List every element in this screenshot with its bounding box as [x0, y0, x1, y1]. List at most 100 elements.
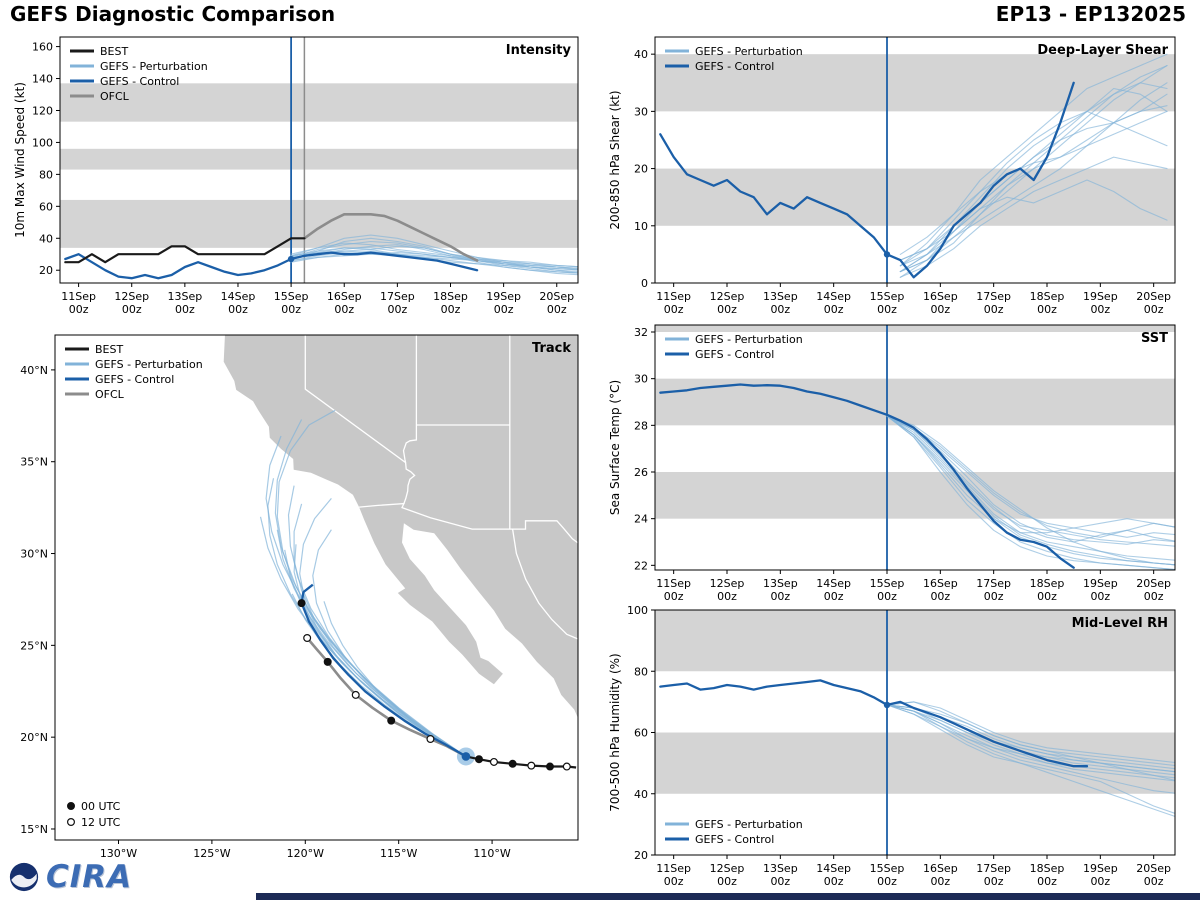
svg-text:20Sep: 20Sep	[1136, 862, 1171, 875]
svg-text:00z: 00z	[984, 303, 1004, 316]
header: GEFS Diagnostic Comparison EP13 - EP1320…	[0, 0, 1200, 28]
svg-text:Mid-Level RH: Mid-Level RH	[1072, 616, 1168, 631]
svg-text:00z: 00z	[1144, 875, 1164, 888]
shear-series	[659, 53, 1168, 279]
perturbation-track	[259, 516, 467, 757]
svg-text:00z: 00z	[824, 590, 844, 603]
svg-text:GEFS - Control: GEFS - Control	[695, 833, 774, 846]
legend: GEFS - Perturbation GEFS - Control	[665, 45, 803, 73]
svg-text:16Sep: 16Sep	[327, 290, 362, 303]
svg-text:00z: 00z	[1144, 590, 1164, 603]
svg-text:80: 80	[634, 665, 648, 678]
svg-text:13Sep: 13Sep	[167, 290, 202, 303]
svg-text:200-850 hPa Shear (kt): 200-850 hPa Shear (kt)	[608, 90, 622, 229]
svg-text:00z: 00z	[122, 303, 142, 316]
svg-text:18Sep: 18Sep	[1030, 290, 1065, 303]
svg-text:00z: 00z	[664, 875, 684, 888]
svg-text:00z: 00z	[334, 303, 354, 316]
svg-text:20: 20	[634, 849, 648, 862]
svg-text:40: 40	[39, 232, 53, 245]
svg-text:GEFS - Perturbation: GEFS - Perturbation	[695, 45, 803, 58]
svg-text:GEFS - Perturbation: GEFS - Perturbation	[695, 333, 803, 346]
svg-text:00z: 00z	[494, 303, 514, 316]
track-map: 130°W 125°W 120°W 115°W 110°W 15°N 20°N 25°N 30°…	[20, 334, 579, 860]
svg-text:00z: 00z	[877, 590, 897, 603]
svg-text:00z: 00z	[824, 303, 844, 316]
00utc-dot	[323, 657, 332, 666]
svg-text:BEST: BEST	[100, 45, 128, 58]
svg-text:00z: 00z	[547, 303, 567, 316]
svg-text:00z: 00z	[1090, 590, 1110, 603]
svg-text:00z: 00z	[228, 303, 248, 316]
intensity-bands	[60, 37, 578, 283]
perturbation-track	[284, 549, 467, 757]
svg-text:13Sep: 13Sep	[763, 862, 798, 875]
svg-text:SST: SST	[1141, 331, 1168, 346]
12utc-dot	[351, 690, 360, 699]
svg-text:00z: 00z	[930, 590, 950, 603]
svg-text:40: 40	[634, 788, 648, 801]
mid-level-rh-chart: 11Sep00z12Sep00z13Sep00z14Sep00z15Sep00z…	[608, 604, 1176, 888]
svg-text:60: 60	[634, 727, 648, 740]
svg-text:00z: 00z	[1037, 875, 1057, 888]
svg-text:12Sep: 12Sep	[710, 290, 745, 303]
svg-text:35°N: 35°N	[20, 456, 48, 469]
svg-text:00z: 00z	[984, 590, 1004, 603]
ofcl-track	[306, 637, 467, 758]
svg-text:115°W: 115°W	[380, 847, 417, 860]
svg-text:00z: 00z	[717, 303, 737, 316]
perturbation-track	[267, 478, 467, 757]
00utc-dot	[508, 759, 517, 768]
svg-text:16Sep: 16Sep	[923, 577, 958, 590]
svg-text:18Sep: 18Sep	[1030, 862, 1065, 875]
svg-text:100: 100	[32, 136, 53, 149]
svg-text:20Sep: 20Sep	[539, 290, 574, 303]
svg-text:120°W: 120°W	[287, 847, 324, 860]
rh-axes: 11Sep00z12Sep00z13Sep00z14Sep00z15Sep00z…	[608, 604, 1171, 888]
svg-text:15°N: 15°N	[20, 823, 48, 836]
svg-text:30: 30	[634, 373, 648, 386]
12utc-dot	[303, 634, 312, 643]
svg-text:BEST: BEST	[95, 343, 123, 356]
svg-text:14Sep: 14Sep	[816, 577, 851, 590]
state-border	[402, 335, 418, 463]
svg-text:GEFS - Perturbation: GEFS - Perturbation	[100, 60, 208, 73]
state-border	[511, 528, 578, 640]
shear-axes: 11Sep00z12Sep00z13Sep00z14Sep00z15Sep00z…	[608, 48, 1171, 316]
svg-text:18Sep: 18Sep	[1030, 577, 1065, 590]
sst-chart: 11Sep00z12Sep00z13Sep00z14Sep00z15Sep00z…	[608, 324, 1176, 603]
svg-text:12Sep: 12Sep	[114, 290, 149, 303]
00utc-dot	[475, 755, 484, 764]
svg-text:160: 160	[32, 41, 53, 54]
cira-logo: CIRA	[8, 858, 132, 896]
svg-text:Intensity: Intensity	[506, 43, 572, 58]
rh-bands	[655, 610, 1175, 855]
svg-text:00z: 00z	[175, 303, 195, 316]
svg-text:00z: 00z	[281, 303, 301, 316]
svg-text:00z: 00z	[930, 303, 950, 316]
svg-text:15Sep: 15Sep	[274, 290, 309, 303]
svg-text:00z: 00z	[717, 590, 737, 603]
state-border	[359, 502, 578, 544]
svg-text:30°N: 30°N	[20, 548, 48, 561]
12utc-dot	[562, 762, 571, 771]
svg-text:18Sep: 18Sep	[433, 290, 468, 303]
svg-text:OFCL: OFCL	[100, 90, 130, 103]
svg-text:12Sep: 12Sep	[710, 577, 745, 590]
intensity-axes: 11Sep00z12Sep00z13Sep00z14Sep00z15Sep00z…	[13, 41, 574, 316]
svg-text:00z: 00z	[877, 303, 897, 316]
cira-wordmark: CIRA	[46, 859, 133, 895]
perturbation-track	[276, 529, 467, 757]
svg-text:00z: 00z	[1090, 303, 1110, 316]
svg-text:0: 0	[641, 277, 648, 290]
svg-text:00 UTC: 00 UTC	[81, 800, 121, 813]
svg-text:00z: 00z	[770, 303, 790, 316]
svg-text:00z: 00z	[770, 875, 790, 888]
marker-legend: 00 UTC 12 UTC	[66, 800, 121, 829]
svg-text:00z: 00z	[877, 875, 897, 888]
svg-text:00z: 00z	[984, 875, 1004, 888]
00utc-dot	[387, 716, 396, 725]
svg-text:22: 22	[634, 559, 648, 572]
svg-text:GEFS - Control: GEFS - Control	[695, 348, 774, 361]
